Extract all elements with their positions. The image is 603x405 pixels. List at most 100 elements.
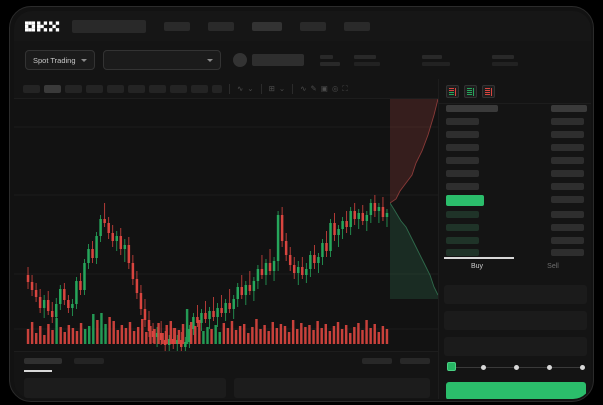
tab-sell[interactable]: Sell bbox=[547, 263, 559, 270]
bid-row-3-price[interactable] bbox=[446, 237, 479, 244]
orders-panel-actions bbox=[362, 358, 430, 364]
ask-row-2-size[interactable] bbox=[551, 131, 584, 138]
ask-row-1-price[interactable] bbox=[446, 118, 479, 125]
orderbook-spread-size bbox=[551, 196, 584, 203]
stat-24h-volume bbox=[491, 54, 518, 66]
order-total-field[interactable] bbox=[444, 337, 587, 356]
stat-24h-high bbox=[353, 54, 380, 66]
orderbook-spread-row bbox=[446, 195, 484, 206]
ask-row-5-size[interactable] bbox=[551, 170, 584, 177]
ask-row-2-price[interactable] bbox=[446, 131, 479, 138]
nav-item-trade[interactable] bbox=[208, 21, 234, 31]
market-depth-overlay bbox=[390, 99, 438, 299]
orderbook-view-both-icon[interactable] bbox=[446, 85, 459, 98]
pencil-icon[interactable]: ✎ bbox=[310, 83, 317, 93]
ask-row-3-size[interactable] bbox=[551, 144, 584, 151]
orders-card-right bbox=[234, 378, 430, 398]
bid-row-3-size[interactable] bbox=[551, 237, 584, 244]
price-chart[interactable] bbox=[14, 99, 438, 351]
ask-row-4-price[interactable] bbox=[446, 157, 479, 164]
candlestick-plot bbox=[14, 126, 438, 351]
search-input[interactable] bbox=[72, 19, 146, 33]
tab-order-history[interactable] bbox=[74, 358, 104, 364]
timeframe-1m[interactable] bbox=[23, 84, 40, 93]
toolbar-divider-3 bbox=[292, 83, 294, 94]
chevron-down-icon bbox=[80, 58, 87, 62]
timeframe-5m[interactable] bbox=[44, 84, 61, 93]
timeframe-30m[interactable] bbox=[86, 84, 103, 93]
nav-item-derivatives[interactable] bbox=[252, 21, 282, 31]
camera-icon[interactable]: ▣ bbox=[320, 83, 328, 93]
timeframe-15m[interactable] bbox=[65, 84, 82, 93]
orderbook-header-right bbox=[551, 105, 587, 112]
top-navigation-bar bbox=[14, 11, 591, 41]
orderbook-header-left bbox=[446, 105, 498, 112]
bid-row-4-price[interactable] bbox=[446, 249, 479, 256]
bp-action-hide-other-pairs[interactable] bbox=[362, 358, 392, 364]
toolbar-divider-2 bbox=[260, 83, 262, 94]
orderbook-and-trade-panel: Buy Sell bbox=[438, 79, 591, 399]
tab-open-orders[interactable] bbox=[24, 358, 62, 364]
timeframe-4h[interactable] bbox=[128, 84, 145, 93]
order-form-tabs: Buy Sell bbox=[439, 257, 591, 279]
timeframe-1h[interactable] bbox=[107, 84, 124, 93]
fullscreen-icon[interactable]: ⛶ bbox=[342, 83, 348, 93]
toolbar-divider-1 bbox=[229, 83, 230, 94]
app-screen: Spot Trading bbox=[14, 11, 591, 399]
indicators-icon[interactable]: ∿ bbox=[237, 83, 244, 93]
trading-mode-label: Spot Trading bbox=[33, 55, 76, 65]
orderbook-view-bids-icon[interactable] bbox=[464, 85, 477, 98]
amount-slider-dot-100[interactable] bbox=[580, 364, 585, 370]
chevron-down-icon-indicators[interactable]: ⌄ bbox=[247, 83, 254, 93]
ask-row-3-price[interactable] bbox=[446, 144, 479, 151]
timeframe-more[interactable] bbox=[212, 84, 222, 93]
buy-tab-underline bbox=[444, 257, 514, 259]
active-tab-underline bbox=[24, 370, 52, 372]
trend-line-icon[interactable]: ∿ bbox=[300, 83, 307, 93]
bid-row-1-price[interactable] bbox=[446, 211, 479, 218]
bid-row-4-size[interactable] bbox=[551, 249, 584, 256]
amount-slider-handle[interactable] bbox=[447, 362, 456, 371]
chart-toolbar: ∿ ⌄ ⊞ ⌄ ∿ ✎ ▣ ◎ ⛶ bbox=[14, 79, 438, 99]
chevron-down-icon-charttype[interactable]: ⌄ bbox=[278, 83, 286, 93]
trading-mode-dropdown[interactable]: Spot Trading bbox=[25, 50, 95, 70]
orderbook-view-toggles bbox=[439, 79, 591, 104]
ask-row-1-size[interactable] bbox=[551, 118, 584, 125]
bid-row-2-size[interactable] bbox=[551, 224, 584, 231]
chart-type-icon[interactable]: ⊞ bbox=[268, 83, 275, 93]
ask-row-6-price[interactable] bbox=[446, 183, 479, 190]
orders-card-left bbox=[24, 378, 226, 398]
bp-action-cancel-all[interactable] bbox=[400, 358, 430, 364]
order-price-field[interactable] bbox=[444, 285, 587, 304]
submit-buy-button[interactable] bbox=[446, 382, 586, 399]
market-info-bar: Spot Trading bbox=[14, 41, 591, 79]
timeframe-1w[interactable] bbox=[170, 84, 187, 93]
device-bezel: Spot Trading bbox=[9, 6, 594, 402]
orderbook-view-asks-icon[interactable] bbox=[482, 85, 495, 98]
stat-24h-low bbox=[421, 54, 450, 66]
ask-row-5-price[interactable] bbox=[446, 170, 479, 177]
nav-item-markets[interactable] bbox=[164, 21, 190, 31]
nav-item-more[interactable] bbox=[344, 21, 370, 31]
tab-buy[interactable]: Buy bbox=[470, 263, 484, 270]
orders-panel bbox=[14, 351, 438, 399]
timeframe-1m-month[interactable] bbox=[191, 84, 208, 93]
ask-row-4-size[interactable] bbox=[551, 157, 584, 164]
amount-slider-dot-50[interactable] bbox=[514, 364, 519, 370]
amount-slider-dot-25[interactable] bbox=[481, 364, 486, 370]
settings-icon[interactable]: ◎ bbox=[331, 83, 339, 93]
nav-item-earn[interactable] bbox=[300, 21, 326, 31]
nav-items bbox=[164, 21, 370, 31]
ask-row-6-size[interactable] bbox=[551, 183, 584, 190]
amount-slider-dot-75[interactable] bbox=[547, 364, 552, 370]
bid-row-2-price[interactable] bbox=[446, 224, 479, 231]
timeframe-1d[interactable] bbox=[149, 84, 166, 93]
last-price-value bbox=[251, 54, 304, 66]
pair-coin-avatar bbox=[232, 53, 247, 67]
order-amount-field[interactable] bbox=[444, 311, 587, 330]
orders-panel-tabs bbox=[24, 358, 104, 364]
chevron-down-icon-pair bbox=[206, 58, 213, 62]
bid-row-1-size[interactable] bbox=[551, 211, 584, 218]
trading-pair-dropdown[interactable] bbox=[102, 50, 221, 70]
